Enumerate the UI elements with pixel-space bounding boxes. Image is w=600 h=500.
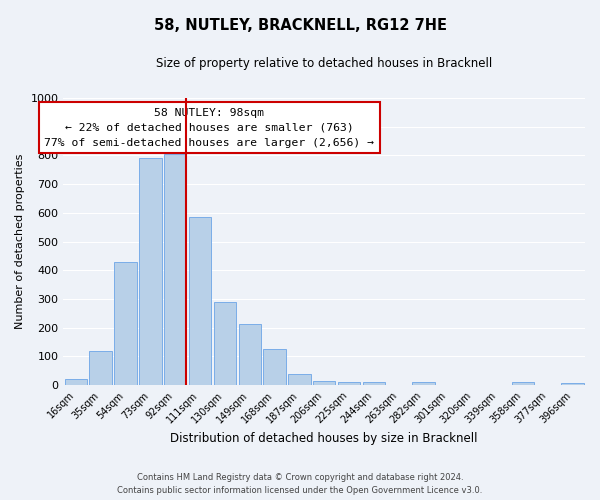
Bar bbox=[412, 382, 435, 385]
Text: 58 NUTLEY: 98sqm
← 22% of detached houses are smaller (763)
77% of semi-detached: 58 NUTLEY: 98sqm ← 22% of detached house… bbox=[44, 108, 374, 148]
Bar bbox=[562, 383, 584, 385]
Bar bbox=[189, 217, 211, 385]
Title: Size of property relative to detached houses in Bracknell: Size of property relative to detached ho… bbox=[156, 58, 493, 70]
Y-axis label: Number of detached properties: Number of detached properties bbox=[15, 154, 25, 330]
Bar bbox=[89, 350, 112, 385]
Bar bbox=[65, 380, 87, 385]
Bar bbox=[239, 324, 261, 385]
X-axis label: Distribution of detached houses by size in Bracknell: Distribution of detached houses by size … bbox=[170, 432, 478, 445]
Bar bbox=[139, 158, 161, 385]
Bar bbox=[115, 262, 137, 385]
Text: 58, NUTLEY, BRACKNELL, RG12 7HE: 58, NUTLEY, BRACKNELL, RG12 7HE bbox=[154, 18, 446, 32]
Bar bbox=[214, 302, 236, 385]
Bar bbox=[363, 382, 385, 385]
Bar bbox=[263, 350, 286, 385]
Text: Contains HM Land Registry data © Crown copyright and database right 2024.
Contai: Contains HM Land Registry data © Crown c… bbox=[118, 473, 482, 495]
Bar bbox=[512, 382, 534, 385]
Bar bbox=[164, 154, 187, 385]
Bar bbox=[313, 381, 335, 385]
Bar bbox=[288, 374, 311, 385]
Bar bbox=[338, 382, 360, 385]
